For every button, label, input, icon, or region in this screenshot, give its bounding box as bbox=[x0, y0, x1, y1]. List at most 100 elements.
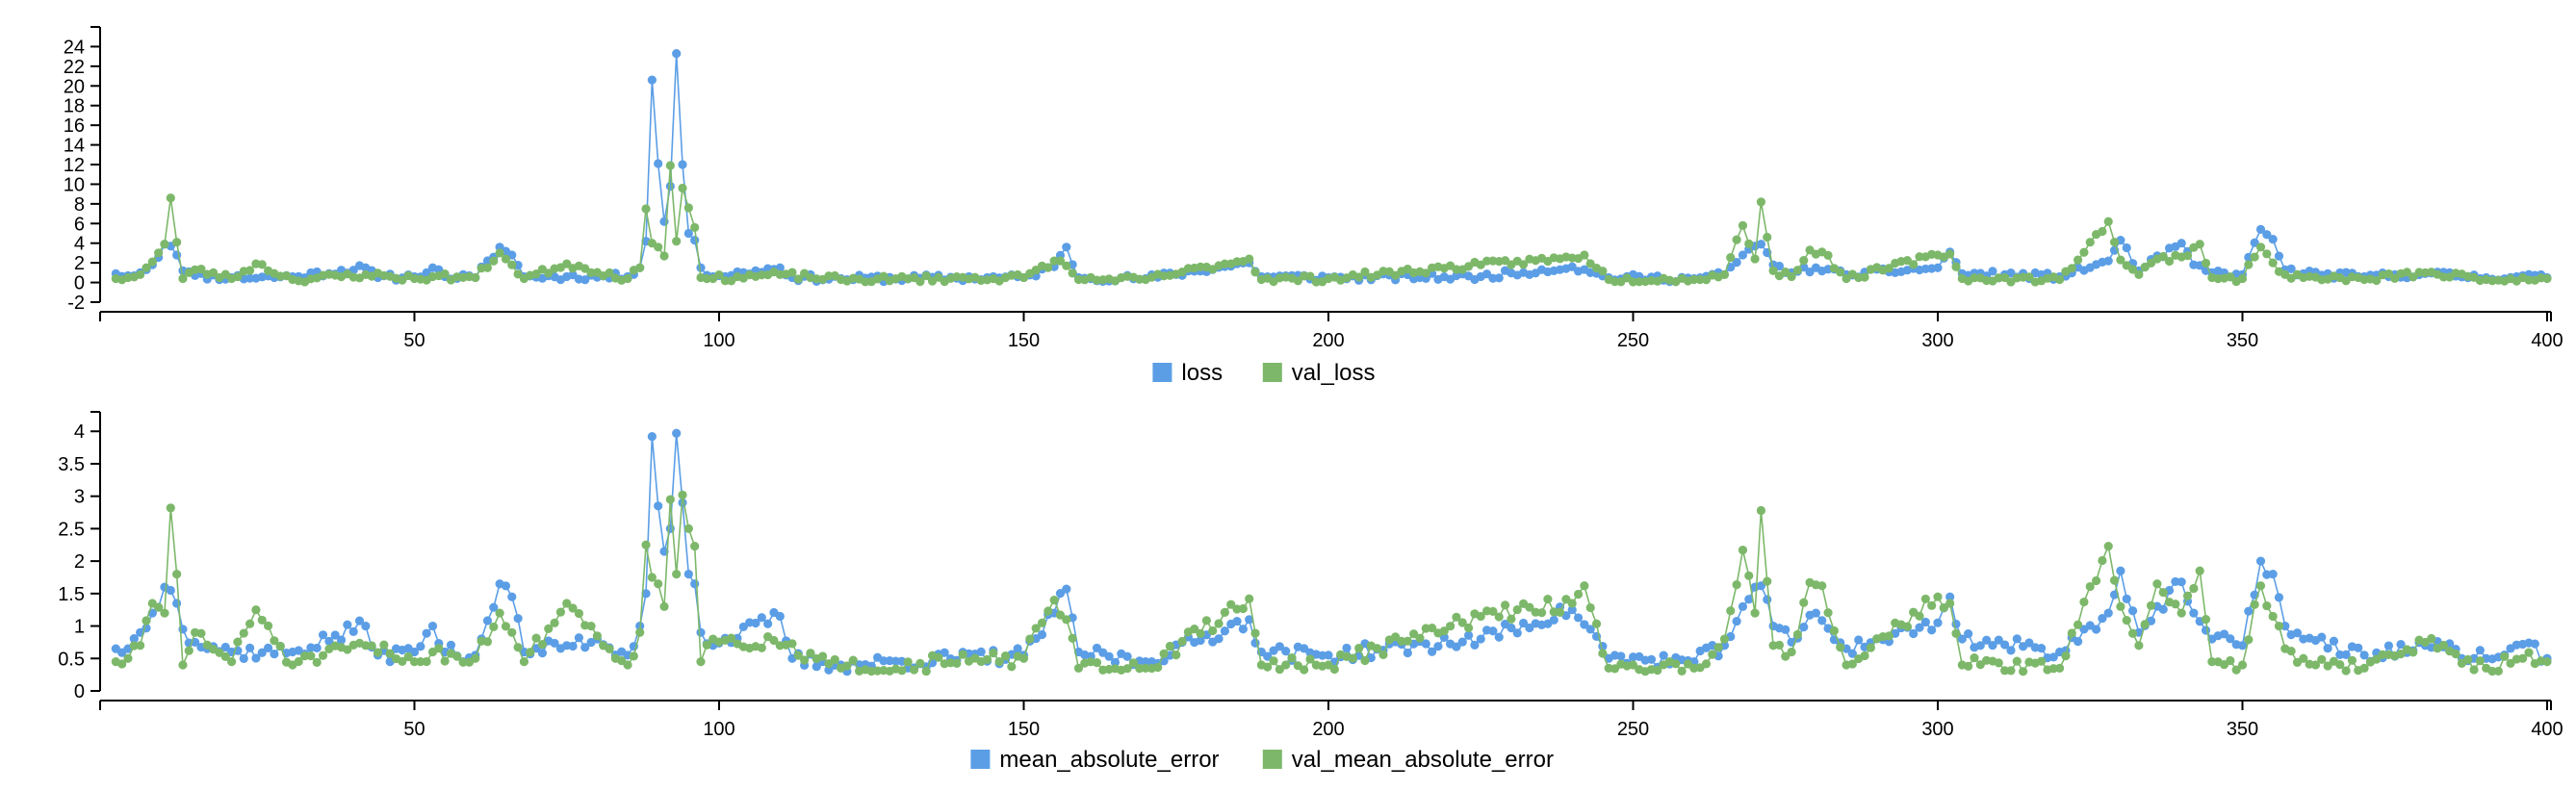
data-point bbox=[2317, 654, 2327, 664]
data-point bbox=[1037, 629, 1047, 640]
data-point bbox=[1957, 634, 1967, 644]
data-point bbox=[1055, 256, 1066, 266]
data-point bbox=[1585, 259, 1595, 268]
data-point bbox=[2255, 556, 2266, 566]
data-point bbox=[2182, 591, 2193, 600]
data-point bbox=[1300, 665, 1309, 675]
data-point bbox=[495, 608, 504, 618]
data-point bbox=[623, 273, 632, 284]
data-point bbox=[654, 242, 663, 252]
data-point bbox=[793, 274, 803, 284]
data-point bbox=[2207, 657, 2217, 667]
data-point bbox=[1945, 599, 1955, 608]
data-point bbox=[501, 254, 511, 264]
data-point bbox=[757, 613, 766, 623]
data-point bbox=[2085, 238, 2095, 247]
data-point bbox=[1817, 581, 1827, 591]
data-point bbox=[696, 657, 706, 667]
data-point bbox=[2310, 660, 2321, 670]
data-point bbox=[2158, 604, 2168, 614]
legend-item-val_mean_absolute_error[interactable]: val_mean_absolute_error bbox=[1262, 747, 1554, 773]
data-point bbox=[2438, 272, 2448, 282]
data-point bbox=[495, 248, 504, 258]
legend-item-loss[interactable]: loss bbox=[1152, 360, 1223, 386]
data-point bbox=[1342, 643, 1352, 653]
data-point bbox=[513, 614, 523, 624]
data-point bbox=[507, 260, 517, 269]
data-point bbox=[683, 203, 693, 213]
data-point bbox=[306, 651, 316, 661]
data-point bbox=[659, 601, 669, 611]
data-point bbox=[233, 271, 243, 282]
data-point bbox=[1275, 665, 1284, 675]
series-val_mean_absolute_error bbox=[111, 490, 2552, 676]
data-point bbox=[1281, 660, 1291, 670]
data-point bbox=[471, 272, 480, 283]
x-tick-label: 350 bbox=[2227, 719, 2258, 740]
y-tick-label: 2 bbox=[74, 551, 85, 573]
data-point bbox=[1744, 239, 1754, 248]
x-tick-label: 350 bbox=[2227, 330, 2258, 351]
data-point bbox=[1201, 616, 1211, 625]
series-loss bbox=[111, 48, 2552, 287]
data-point bbox=[647, 432, 657, 442]
data-point bbox=[2274, 622, 2284, 631]
legend-item-val_loss[interactable]: val_loss bbox=[1262, 360, 1376, 386]
data-point bbox=[531, 633, 541, 643]
data-point bbox=[1324, 651, 1333, 660]
data-point bbox=[1842, 273, 1851, 284]
data-point bbox=[1884, 631, 1893, 641]
data-point bbox=[1817, 616, 1827, 625]
data-point bbox=[2354, 643, 2363, 652]
x-tick-label: 400 bbox=[2531, 330, 2563, 351]
data-point bbox=[245, 266, 255, 275]
data-point bbox=[1348, 653, 1357, 663]
data-point bbox=[2390, 273, 2400, 283]
data-point bbox=[2317, 632, 2327, 642]
data-point bbox=[2250, 238, 2259, 247]
data-point bbox=[934, 652, 943, 662]
data-point bbox=[220, 651, 230, 661]
data-point bbox=[2164, 256, 2175, 267]
data-point bbox=[142, 263, 151, 272]
data-point bbox=[1573, 589, 1584, 600]
data-point bbox=[2116, 566, 2125, 575]
data-point bbox=[2127, 606, 2138, 616]
data-point bbox=[409, 647, 420, 657]
data-point bbox=[635, 627, 645, 637]
data-point bbox=[1585, 602, 1595, 613]
data-point bbox=[1787, 271, 1796, 282]
y-tick-label: 22 bbox=[64, 57, 85, 78]
data-point bbox=[1220, 626, 1229, 636]
legend-item-mean_absolute_error[interactable]: mean_absolute_error bbox=[970, 747, 1220, 773]
data-point bbox=[1964, 661, 1973, 671]
data-point bbox=[422, 656, 431, 667]
data-point bbox=[1860, 651, 1869, 661]
data-point bbox=[586, 622, 596, 631]
data-point bbox=[2451, 649, 2460, 659]
data-point bbox=[2177, 608, 2186, 618]
data-point bbox=[129, 633, 139, 644]
y-tick-label: 6 bbox=[74, 214, 85, 235]
data-point bbox=[1507, 614, 1516, 624]
data-point bbox=[489, 602, 499, 612]
y-tick-label: 2.5 bbox=[58, 519, 85, 540]
data-point bbox=[2006, 666, 2016, 676]
legend-swatch bbox=[970, 750, 991, 769]
data-point bbox=[2201, 615, 2211, 625]
data-point bbox=[1982, 635, 1992, 645]
x-tick-label: 50 bbox=[403, 719, 425, 740]
data-point bbox=[239, 653, 248, 664]
y-tick-label: 12 bbox=[64, 155, 85, 176]
x-axis: 50 100 150 200 250 300 350 400 bbox=[99, 311, 2563, 351]
y-tick-label: 0 bbox=[74, 681, 85, 702]
data-point bbox=[678, 183, 687, 193]
data-point bbox=[2250, 252, 2259, 262]
data-point bbox=[2061, 651, 2071, 661]
data-point bbox=[635, 263, 645, 272]
data-point bbox=[1580, 250, 1589, 260]
data-point bbox=[1062, 261, 1071, 270]
data-point bbox=[1933, 263, 1943, 272]
data-point bbox=[2127, 628, 2138, 638]
data-point bbox=[592, 631, 603, 641]
